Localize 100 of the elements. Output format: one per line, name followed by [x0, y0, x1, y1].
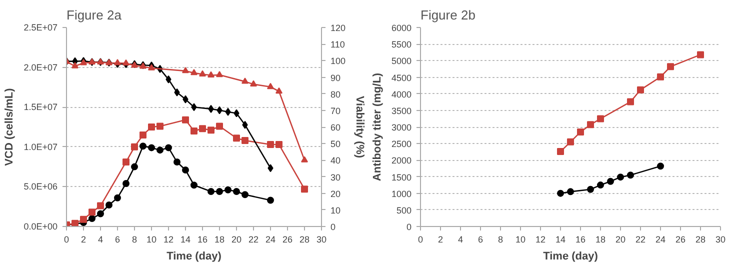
x-tick-label: 18	[595, 234, 606, 244]
x-tick-label: 8	[132, 234, 138, 244]
y2-tick-label: 30	[330, 172, 341, 182]
point	[208, 104, 214, 113]
x-tick-label: 4	[458, 234, 464, 244]
y2-tick-label: 20	[330, 188, 341, 199]
point	[140, 142, 146, 150]
chart-title: Figure 2b	[420, 8, 476, 22]
point	[190, 68, 198, 76]
point	[182, 66, 189, 74]
point	[199, 125, 206, 132]
x-tick-label: 24	[265, 234, 276, 244]
point	[114, 59, 121, 66]
x-tick-label: 24	[655, 234, 666, 244]
point	[191, 103, 197, 112]
point	[97, 210, 104, 218]
point	[208, 188, 214, 195]
point	[174, 88, 180, 96]
point	[216, 188, 223, 195]
x-tick-label: 12	[535, 234, 546, 244]
point	[208, 126, 214, 134]
x-axis-title: Time (day)	[166, 250, 222, 262]
point	[225, 108, 231, 116]
y-tick-label: 1.0E+07	[24, 142, 58, 152]
point	[268, 164, 274, 172]
point	[97, 202, 104, 210]
y-tick-label: 1500	[391, 172, 412, 182]
x-tick-label: 10	[146, 234, 157, 244]
y2-tick-label: 90	[330, 72, 341, 83]
point	[148, 144, 155, 152]
point	[182, 166, 189, 174]
point	[242, 137, 248, 144]
y-tick-label: 2.0E+07	[24, 62, 58, 72]
x-tick-label: 16	[197, 234, 208, 244]
point	[234, 109, 240, 118]
point	[567, 138, 574, 146]
y-tick-label: 3500	[391, 106, 412, 116]
x-tick-label: 0	[64, 234, 70, 244]
y2-tick-label: 70	[330, 106, 341, 116]
point	[597, 182, 604, 189]
point	[301, 186, 308, 193]
point	[80, 216, 87, 223]
y2-axis-title: Viability (%)	[354, 96, 366, 158]
point	[233, 134, 240, 142]
x-tick-label: 6	[114, 234, 120, 244]
point	[267, 196, 274, 204]
y2-tick-label: 50	[330, 139, 341, 150]
y-tick-label: 2500	[391, 139, 412, 150]
y2-tick-label: 80	[330, 89, 341, 100]
point	[122, 59, 130, 66]
point	[182, 95, 188, 104]
chart-title: Figure 2a	[66, 8, 122, 22]
point	[216, 70, 223, 78]
y-tick-label: 4500	[391, 72, 412, 83]
point	[267, 82, 274, 90]
y2-tick-label: 40	[330, 156, 341, 166]
point	[637, 86, 644, 94]
x-tick-label: 14	[180, 234, 191, 244]
y2-tick-label: 10	[330, 205, 341, 216]
y-tick-label: 5.0E+06	[24, 182, 58, 192]
point	[88, 215, 96, 222]
y2-tick-label: 120	[330, 23, 346, 33]
point	[148, 64, 155, 70]
point	[72, 62, 78, 68]
point	[140, 131, 146, 138]
point	[587, 121, 594, 128]
x-tick-label: 8	[498, 234, 504, 244]
point	[267, 141, 274, 148]
y-tick-label: 5000	[391, 56, 412, 66]
x-tick-label: 10	[515, 234, 526, 244]
point	[597, 115, 604, 122]
point	[242, 78, 248, 84]
y-tick-label: 500	[396, 205, 412, 216]
point	[242, 191, 248, 198]
point	[122, 180, 130, 188]
point	[190, 182, 198, 189]
y-tick-label: 4000	[391, 89, 412, 100]
x-tick-label: 30	[316, 234, 327, 244]
x-tick-label: 26	[282, 234, 293, 244]
x-tick-label: 12	[163, 234, 174, 244]
y-tick-label: 1.5E+07	[24, 102, 58, 112]
point	[627, 98, 634, 106]
x-tick-label: 22	[635, 234, 646, 244]
point	[156, 122, 164, 130]
point	[199, 70, 206, 76]
point	[557, 190, 564, 197]
y-tick-label: 2.5E+07	[24, 22, 58, 32]
y2-tick-label: 110	[330, 40, 345, 50]
x-tick-label: 6	[478, 234, 484, 244]
point	[617, 174, 624, 181]
point	[156, 146, 164, 154]
y-tick-label: 1000	[391, 188, 412, 199]
point	[607, 178, 614, 185]
x-tick-label: 26	[675, 234, 686, 244]
y-tick-label: 0.0E+00	[24, 222, 58, 232]
x-tick-label: 20	[615, 234, 626, 244]
point	[627, 172, 634, 179]
point	[122, 158, 130, 166]
y-tick-label: 0	[406, 222, 412, 232]
point	[242, 120, 248, 129]
